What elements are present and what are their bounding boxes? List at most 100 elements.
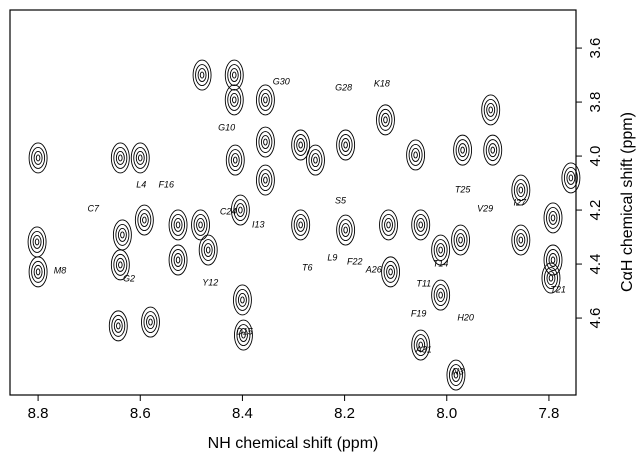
- peak-label: G2: [123, 273, 135, 283]
- contour-level: [341, 223, 351, 237]
- contour-level: [546, 271, 556, 286]
- contour-level: [544, 267, 558, 290]
- contour-level: [546, 206, 560, 229]
- contour-level: [485, 139, 500, 162]
- contour-level: [115, 151, 125, 165]
- contour-level: [238, 206, 243, 214]
- contour-level: [135, 151, 145, 165]
- peak-label: T11: [416, 278, 431, 288]
- contour-level: [192, 59, 212, 91]
- contour-level: [138, 154, 143, 162]
- contour-level: [168, 209, 188, 241]
- contour-level: [115, 257, 125, 272]
- contour-level: [196, 217, 205, 232]
- peak-label: G30: [273, 76, 290, 86]
- contour-level: [383, 260, 398, 283]
- peak-label: F22: [347, 256, 363, 266]
- contour-level: [232, 71, 237, 79]
- contour-level: [386, 264, 396, 279]
- contour-level: [483, 134, 503, 166]
- contour-level: [458, 236, 463, 244]
- contour-level: [413, 334, 428, 357]
- contour-level: [413, 151, 418, 159]
- contour-level: [263, 138, 268, 146]
- peak-label: I27: [514, 197, 528, 207]
- contour-level: [451, 368, 461, 382]
- contour-level: [113, 147, 128, 169]
- contour-level: [338, 219, 353, 241]
- contour-level: [568, 174, 574, 182]
- contour-level: [28, 142, 48, 174]
- contour-level: [388, 268, 393, 276]
- contour-level: [343, 141, 348, 149]
- contour-level: [225, 144, 245, 176]
- contour-level: [416, 217, 426, 232]
- contour-level: [486, 102, 496, 117]
- contour-level: [224, 84, 244, 116]
- contour-level: [550, 256, 556, 264]
- contour-level: [293, 213, 308, 236]
- contour-level: [379, 209, 398, 241]
- contour-level: [546, 249, 560, 271]
- contour-level: [411, 148, 421, 162]
- x-tick-label: 8.0: [436, 405, 457, 422]
- contour-level: [543, 202, 563, 234]
- peak-label: F16: [159, 179, 175, 189]
- contour-level: [490, 146, 495, 154]
- contour-level: [411, 209, 431, 241]
- contour-level: [343, 226, 348, 234]
- contour-level: [511, 224, 531, 256]
- contour-level: [446, 359, 466, 391]
- contour-level: [548, 253, 558, 267]
- contour-level: [516, 183, 526, 198]
- contour-level: [296, 217, 306, 232]
- contour-level: [108, 310, 128, 342]
- contour-level: [455, 139, 470, 162]
- contour-level: [561, 162, 581, 194]
- contour-level: [237, 293, 247, 307]
- x-tick-label: 8.4: [232, 405, 253, 422]
- y-tick-label: 3.8: [587, 92, 604, 113]
- contour-level: [438, 291, 443, 299]
- peak-label: T25: [455, 184, 472, 194]
- contour-level: [224, 59, 244, 91]
- contour-level: [238, 328, 248, 343]
- contour-level: [260, 92, 270, 107]
- contour-level: [481, 94, 501, 126]
- contour-level: [175, 221, 181, 229]
- peak-label: T14: [433, 258, 449, 268]
- contour-level: [117, 227, 127, 242]
- contour-level: [453, 134, 473, 166]
- contour-level: [171, 249, 186, 271]
- contour-level: [456, 233, 466, 247]
- peak-label: G28: [335, 82, 352, 92]
- contour-level: [460, 146, 465, 154]
- contour-level: [458, 143, 468, 158]
- contour-level: [116, 322, 121, 330]
- contour-level: [518, 186, 524, 194]
- y-tick-label: 4.4: [587, 254, 604, 275]
- x-tick-label: 8.8: [28, 405, 49, 422]
- contour-level: [137, 209, 152, 231]
- contour-level: [113, 318, 123, 333]
- peak-label: V29: [477, 203, 493, 213]
- contour-level: [171, 213, 186, 236]
- contour-level: [488, 106, 493, 114]
- contour-level: [566, 170, 576, 185]
- contour-level: [198, 234, 218, 266]
- contour-level: [483, 98, 498, 121]
- contour-level: [260, 135, 270, 149]
- contour-level: [383, 116, 388, 124]
- contour-level: [311, 153, 320, 168]
- contour-level: [146, 315, 155, 330]
- contour-level: [115, 223, 130, 246]
- contour-level: [255, 84, 275, 116]
- contour-level: [118, 154, 123, 162]
- contour-level: [308, 149, 323, 172]
- contour-level: [296, 138, 306, 152]
- contour-level: [199, 71, 205, 79]
- contour-level: [411, 329, 431, 361]
- peak-label: G10: [218, 122, 235, 132]
- contour-level: [518, 236, 524, 244]
- contour-level: [142, 216, 147, 224]
